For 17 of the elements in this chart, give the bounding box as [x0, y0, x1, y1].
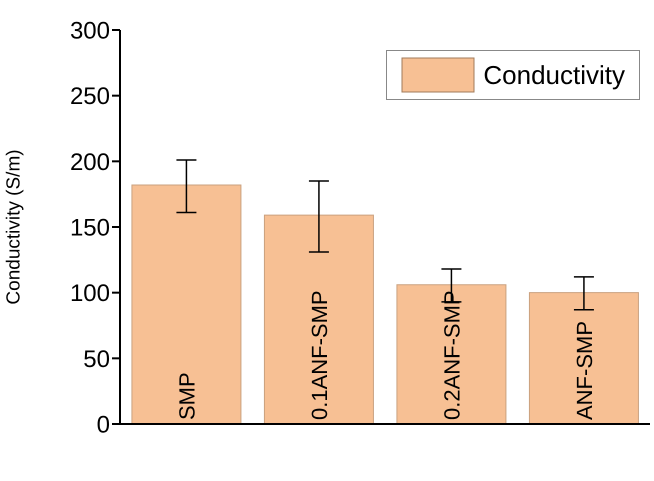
bar — [264, 214, 374, 424]
y-tick-label: 50 — [83, 346, 110, 373]
bar — [528, 292, 639, 424]
bar — [396, 284, 506, 424]
y-tick-label: 300 — [70, 18, 110, 45]
legend-label: Conductivity — [483, 60, 625, 90]
x-tick-label: SMP — [174, 372, 200, 420]
y-tick-label: 150 — [70, 214, 110, 242]
x-tick-label: 0.2ANF-SMP — [439, 290, 464, 420]
y-tick-label: 200 — [70, 148, 110, 176]
y-tick-label: 250 — [70, 83, 110, 110]
bar — [131, 184, 242, 424]
y-axis-title: Conductivity (S/m) — [4, 149, 25, 305]
y-tick-label: 100 — [70, 280, 110, 308]
x-tick-label: ANF-SMP — [572, 321, 597, 420]
y-tick-label: 0 — [96, 412, 110, 439]
x-tick-label: 0.1ANF-SMP — [306, 290, 332, 420]
